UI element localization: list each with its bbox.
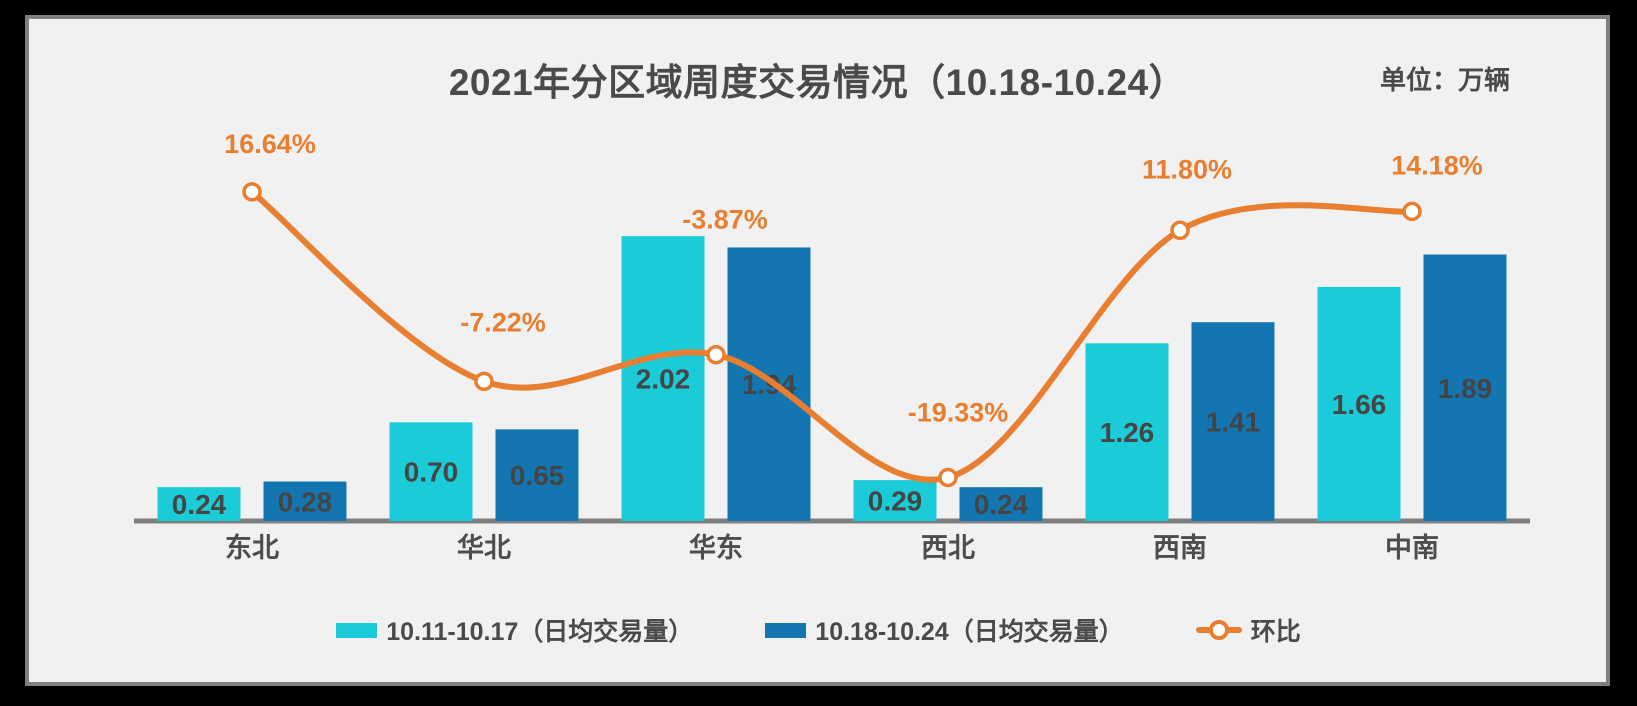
legend-label-series2: 10.18-10.24（日均交易量） (815, 618, 1124, 646)
chart-title: 2021年分区域周度交易情况（10.18-10.24） (448, 62, 1187, 103)
unit-label: 单位：万辆 (1379, 65, 1510, 95)
series1-swatch-icon (336, 622, 378, 638)
legend-label-line: 环比 (1250, 618, 1301, 646)
series2-swatch-icon (765, 622, 807, 638)
legend-item-series2: 10.18-10.24（日均交易量） (765, 612, 1124, 648)
legend-item-line: 环比 (1195, 612, 1301, 648)
line-marker-dot-icon (1208, 620, 1229, 640)
chart-panel: 2021年分区域周度交易情况（10.18-10.24） 单位：万辆 (25, 15, 1610, 686)
chart-legend: 10.11-10.17（日均交易量） 10.18-10.24（日均交易量） 环比 (0, 612, 1637, 648)
line-marker-icon (1195, 620, 1242, 640)
legend-item-series1: 10.11-10.17（日均交易量） (336, 612, 693, 648)
legend-label-series1: 10.11-10.17（日均交易量） (386, 618, 694, 646)
